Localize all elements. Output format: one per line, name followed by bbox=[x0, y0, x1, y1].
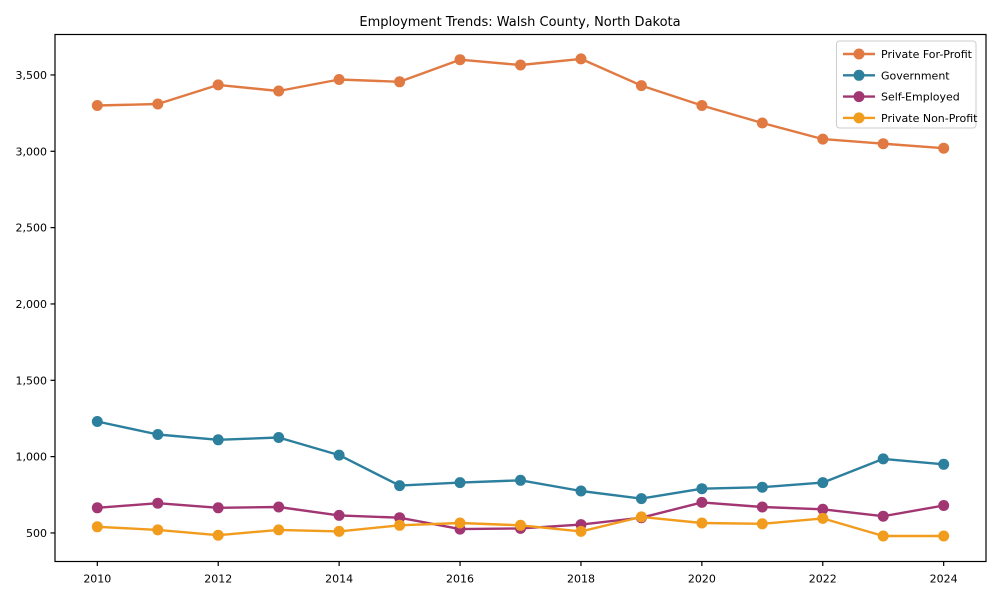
data-point-government bbox=[454, 477, 466, 489]
data-point-government bbox=[756, 481, 768, 493]
y-tick-label: 2,500 bbox=[16, 222, 48, 235]
data-point-private-non-profit bbox=[817, 512, 829, 524]
data-point-government bbox=[333, 449, 345, 461]
data-point-private-non-profit bbox=[575, 525, 587, 537]
data-point-private-non-profit bbox=[938, 530, 950, 542]
data-point-government bbox=[635, 493, 647, 505]
data-point-government bbox=[515, 474, 526, 486]
x-tick-label: 2022 bbox=[809, 573, 837, 586]
data-point-self-employed bbox=[91, 502, 103, 514]
y-tick-label: 3,500 bbox=[16, 69, 48, 82]
data-point-private-non-profit bbox=[273, 524, 285, 536]
y-tick-label: 1,000 bbox=[16, 451, 48, 464]
plot-border bbox=[54, 33, 987, 563]
data-point-private-for-profit bbox=[212, 79, 224, 91]
data-point-private-for-profit bbox=[575, 53, 587, 65]
y-tick-label: 500 bbox=[26, 527, 47, 540]
data-point-private-for-profit bbox=[515, 59, 526, 71]
series-line-private-for-profit bbox=[97, 57, 944, 150]
y-tick-label: 2,000 bbox=[16, 298, 48, 311]
data-point-private-for-profit bbox=[756, 117, 768, 129]
legend-marker-self-employed bbox=[853, 91, 865, 103]
y-tick-label: 1,500 bbox=[16, 374, 48, 387]
data-point-private-non-profit bbox=[91, 521, 103, 533]
x-tick-label: 2018 bbox=[567, 573, 595, 586]
legend-label-private-for-profit: Private For-Profit bbox=[881, 48, 973, 61]
data-point-private-for-profit bbox=[333, 74, 345, 85]
data-point-private-non-profit bbox=[333, 525, 345, 537]
data-point-private-non-profit bbox=[756, 518, 768, 530]
data-point-government bbox=[817, 477, 829, 489]
data-point-private-non-profit bbox=[394, 519, 406, 531]
data-point-government bbox=[877, 453, 889, 465]
data-point-private-non-profit bbox=[635, 511, 647, 523]
data-point-private-for-profit bbox=[696, 100, 708, 111]
data-point-government bbox=[212, 434, 224, 446]
chart-title: Employment Trends: Walsh County, North D… bbox=[359, 15, 680, 30]
data-point-private-for-profit bbox=[817, 133, 829, 145]
legend-marker-private-non-profit bbox=[853, 112, 865, 124]
data-point-government bbox=[152, 429, 164, 440]
data-point-government bbox=[273, 432, 285, 443]
data-point-self-employed bbox=[817, 503, 829, 515]
data-point-government bbox=[91, 416, 103, 427]
data-point-self-employed bbox=[756, 501, 768, 513]
data-point-private-non-profit bbox=[454, 517, 466, 529]
data-point-private-for-profit bbox=[635, 80, 647, 92]
x-tick-label: 2016 bbox=[446, 573, 474, 586]
legend-label-self-employed: Self-Employed bbox=[881, 91, 960, 104]
data-point-self-employed bbox=[877, 510, 889, 522]
data-point-self-employed bbox=[273, 501, 285, 513]
data-point-private-for-profit bbox=[394, 76, 406, 88]
data-point-self-employed bbox=[938, 500, 950, 511]
legend-label-government: Government bbox=[881, 69, 950, 82]
data-point-private-non-profit bbox=[152, 524, 164, 536]
data-point-private-for-profit bbox=[91, 100, 103, 111]
legend-marker-government bbox=[853, 69, 865, 81]
data-point-private-for-profit bbox=[273, 85, 285, 97]
data-point-private-for-profit bbox=[877, 138, 889, 150]
data-point-self-employed bbox=[212, 502, 224, 514]
data-point-government bbox=[938, 458, 950, 470]
x-tick-label: 2014 bbox=[325, 573, 353, 586]
data-point-self-employed bbox=[394, 512, 406, 524]
data-point-private-non-profit bbox=[696, 517, 708, 529]
x-tick-label: 2024 bbox=[930, 573, 958, 586]
data-point-self-employed bbox=[333, 509, 345, 521]
data-point-private-non-profit bbox=[877, 530, 889, 542]
legend-label-private-non-profit: Private Non-Profit bbox=[881, 112, 978, 125]
y-tick-label: 3,000 bbox=[16, 145, 48, 158]
data-point-government bbox=[394, 480, 406, 492]
data-point-private-non-profit bbox=[515, 519, 526, 531]
data-point-private-for-profit bbox=[152, 98, 164, 110]
data-point-self-employed bbox=[696, 496, 708, 508]
data-point-government bbox=[696, 483, 708, 495]
data-point-government bbox=[575, 485, 587, 497]
x-tick-label: 2012 bbox=[204, 573, 232, 586]
x-tick-label: 2020 bbox=[688, 573, 716, 586]
data-point-self-employed bbox=[152, 497, 164, 509]
legend-box bbox=[836, 40, 977, 129]
data-point-private-for-profit bbox=[454, 54, 466, 66]
series-line-government bbox=[97, 420, 944, 500]
data-point-private-for-profit bbox=[938, 142, 950, 154]
legend-marker-private-for-profit bbox=[853, 48, 865, 60]
x-tick-label: 2010 bbox=[83, 573, 111, 586]
data-point-private-non-profit bbox=[212, 529, 224, 541]
